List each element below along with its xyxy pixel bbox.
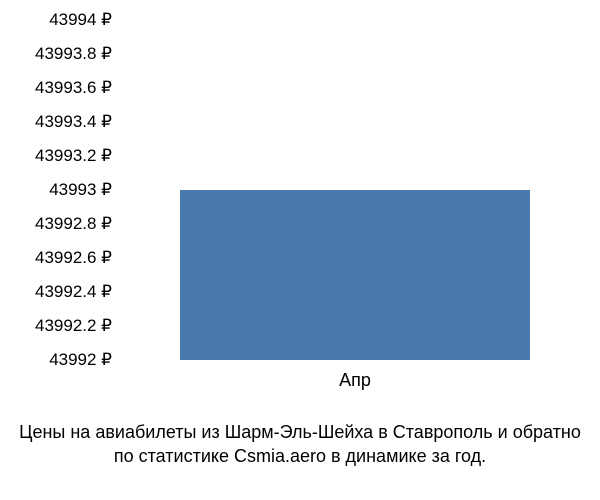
x-label-apr: Апр: [339, 370, 371, 391]
y-tick-0: 43994 ₽: [49, 10, 112, 30]
y-tick-6: 43992.8 ₽: [35, 214, 112, 234]
y-tick-5: 43993 ₽: [49, 180, 112, 200]
y-tick-7: 43992.6 ₽: [35, 248, 112, 268]
y-tick-3: 43993.4 ₽: [35, 112, 112, 132]
y-tick-9: 43992.2 ₽: [35, 316, 112, 336]
plot-area: Апр: [120, 10, 590, 370]
caption-line-1: Цены на авиабилеты из Шарм-Эль-Шейха в С…: [0, 420, 600, 444]
y-tick-8: 43992.4 ₽: [35, 282, 112, 302]
caption-line-2: по статистике Csmia.aero в динамике за г…: [0, 444, 600, 468]
chart-caption: Цены на авиабилеты из Шарм-Эль-Шейха в С…: [0, 420, 600, 469]
y-tick-2: 43993.6 ₽: [35, 78, 112, 98]
y-axis: 43994 ₽ 43993.8 ₽ 43993.6 ₽ 43993.4 ₽ 43…: [0, 10, 120, 370]
y-tick-4: 43993.2 ₽: [35, 146, 112, 166]
chart-area: 43994 ₽ 43993.8 ₽ 43993.6 ₽ 43993.4 ₽ 43…: [0, 10, 600, 390]
y-tick-10: 43992 ₽: [49, 350, 112, 370]
bar-apr: [180, 190, 530, 360]
y-tick-1: 43993.8 ₽: [35, 44, 112, 64]
